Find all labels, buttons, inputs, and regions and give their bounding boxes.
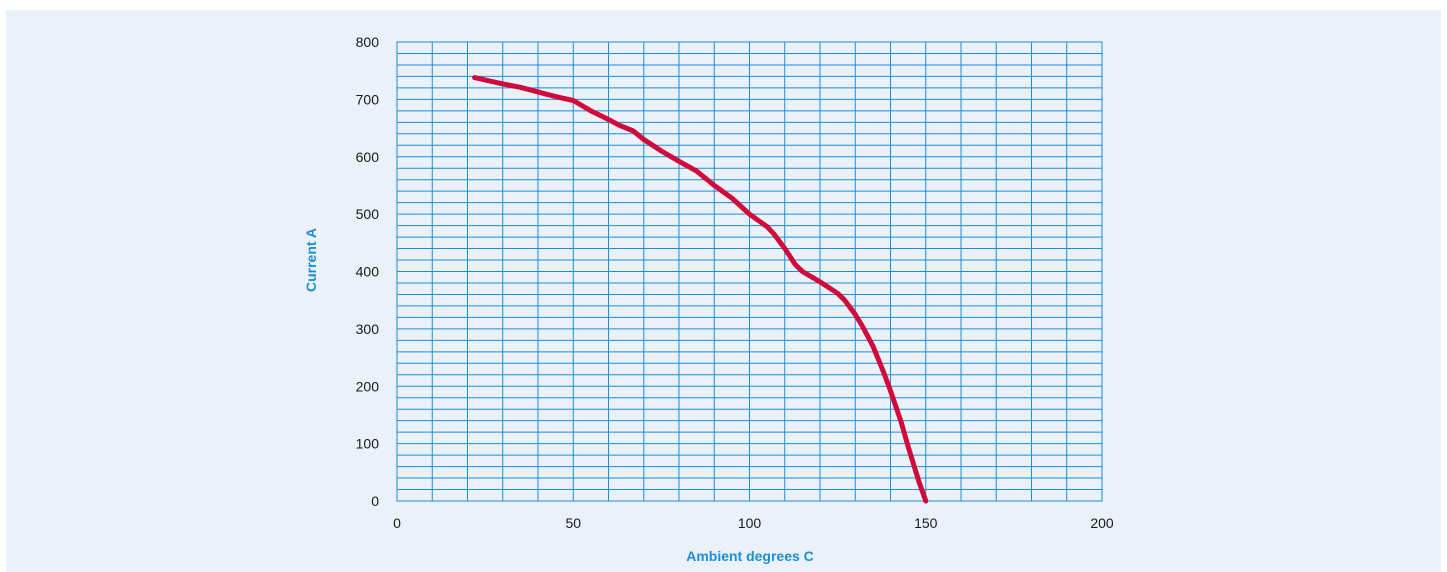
x-tick-label: 50 — [565, 515, 581, 531]
y-tick-label: 100 — [356, 436, 380, 452]
x-tick-label: 200 — [1090, 515, 1114, 531]
y-tick-label: 500 — [356, 206, 380, 222]
y-tick-label: 400 — [356, 264, 380, 280]
x-axis-ticks: 0 50 100 150 200 — [393, 515, 1114, 531]
x-tick-label: 100 — [738, 515, 762, 531]
y-axis-ticks: 0 100 200 300 400 500 600 700 800 — [356, 34, 380, 509]
x-axis-title: Ambient degrees C — [686, 548, 814, 564]
series-line — [472, 75, 929, 504]
y-tick-label: 800 — [356, 34, 380, 50]
y-tick-label: 700 — [356, 91, 380, 107]
x-tick-label: 0 — [393, 515, 401, 531]
y-tick-label: 200 — [356, 378, 380, 394]
y-tick-label: 600 — [356, 149, 380, 165]
plot-frame — [396, 41, 1103, 502]
y-tick-label: 0 — [371, 493, 379, 509]
x-tick-label: 150 — [914, 515, 938, 531]
series-group — [472, 75, 929, 504]
y-axis-title: Current A — [303, 228, 319, 292]
grid-major-lines — [396, 41, 1103, 502]
y-tick-label: 300 — [356, 321, 380, 337]
